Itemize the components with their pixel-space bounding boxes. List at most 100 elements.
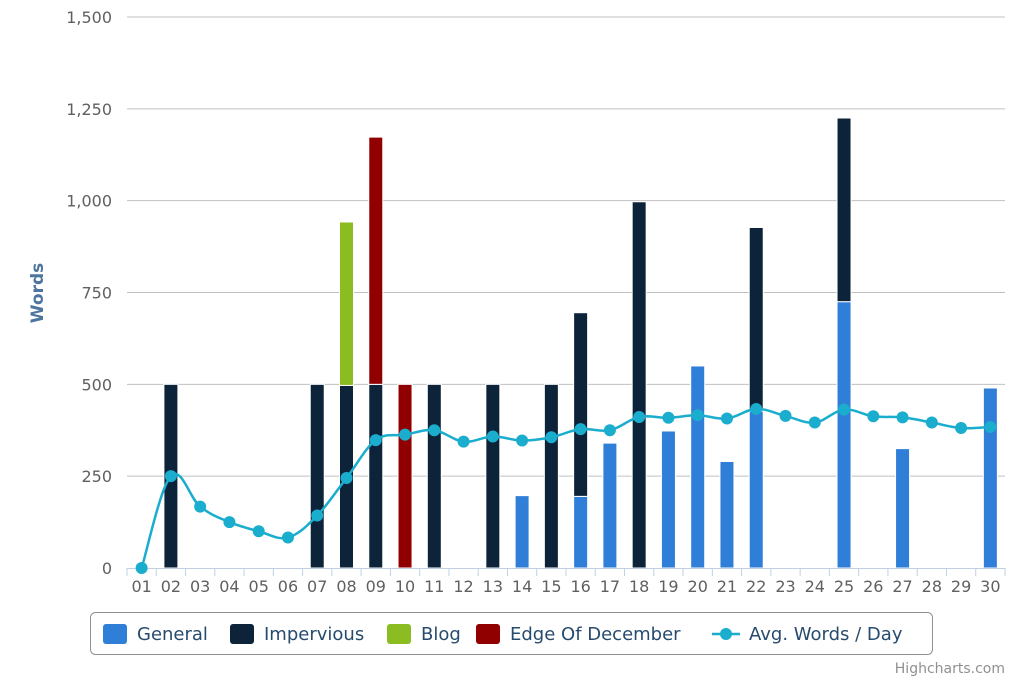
- x-tick-label: 24: [805, 577, 825, 596]
- bar-general-14[interactable]: [514, 495, 530, 569]
- legend-swatch-blog: [387, 624, 411, 644]
- x-tick-label: 25: [834, 577, 854, 596]
- x-tick-label: 29: [951, 577, 971, 596]
- x-tick-label: 06: [278, 577, 298, 596]
- avg-point-29[interactable]: [955, 422, 968, 435]
- x-tick-label: 04: [219, 577, 239, 596]
- y-grid: [127, 16, 1005, 477]
- legend-item-impervious[interactable]: Impervious: [264, 624, 364, 645]
- avg-point-08[interactable]: [340, 472, 353, 485]
- avg-point-26[interactable]: [867, 410, 880, 423]
- y-axis-ticks: 0 250 500 750 1,000 1,250 1,500: [66, 8, 112, 578]
- avg-point-19[interactable]: [662, 411, 675, 424]
- avg-point-12[interactable]: [457, 435, 470, 448]
- bar-impervious-25[interactable]: [836, 117, 852, 303]
- y-tick-label: 500: [81, 375, 112, 394]
- bar-impervious-13[interactable]: [485, 383, 501, 569]
- avg-point-18[interactable]: [633, 411, 646, 424]
- avg-point-22[interactable]: [750, 402, 763, 415]
- bar-general-19[interactable]: [660, 430, 676, 569]
- x-tick-label: 07: [307, 577, 327, 596]
- avg-point-06[interactable]: [281, 531, 294, 544]
- bar-general-22[interactable]: [748, 410, 764, 569]
- avg-point-24[interactable]: [808, 416, 821, 429]
- bar-impervious-11[interactable]: [426, 383, 442, 569]
- avg-point-04[interactable]: [223, 516, 236, 529]
- x-tick-label: 02: [161, 577, 181, 596]
- avg-point-21[interactable]: [720, 412, 733, 425]
- bar-impervious-16[interactable]: [573, 312, 589, 497]
- avg-point-17[interactable]: [603, 424, 616, 437]
- avg-point-01[interactable]: [135, 562, 148, 574]
- legend: General Impervious Blog Edge Of December Avg…: [90, 612, 933, 655]
- y-axis-title: Words: [28, 263, 48, 324]
- avg-point-30[interactable]: [984, 420, 997, 433]
- x-tick-label: 17: [600, 577, 620, 596]
- credits[interactable]: Highcharts.com: [895, 661, 1005, 677]
- bar-general-25[interactable]: [836, 301, 852, 569]
- bar-impervious-22[interactable]: [748, 226, 764, 412]
- x-tick-label: 30: [980, 577, 1000, 596]
- legend-marker: [720, 628, 732, 640]
- x-tick-label: 28: [922, 577, 942, 596]
- x-tick-label: 11: [424, 577, 444, 596]
- x-tick-label: 09: [366, 577, 386, 596]
- x-tick-label: 22: [746, 577, 766, 596]
- bar-impervious-09[interactable]: [368, 383, 384, 569]
- avg-point-09[interactable]: [369, 434, 382, 447]
- bars: [163, 117, 998, 569]
- x-tick-label: 05: [249, 577, 269, 596]
- avg-point-16[interactable]: [574, 423, 587, 436]
- bar-general-20[interactable]: [690, 365, 706, 569]
- avg-point-15[interactable]: [545, 431, 558, 444]
- bar-general-30[interactable]: [982, 387, 998, 569]
- avg-line-path: [140, 407, 991, 569]
- avg-point-13[interactable]: [486, 430, 499, 443]
- bar-impervious-07[interactable]: [309, 383, 325, 569]
- avg-point-07[interactable]: [311, 509, 324, 522]
- x-axis: 01 02 03 04 05 06 07 08 09 10 11 12 13 14 15 16 17 18 19 20…: [126, 568, 1006, 596]
- avg-point-02[interactable]: [164, 470, 177, 483]
- legend-item-avg-words-day[interactable]: Avg. Words / Day: [749, 624, 903, 645]
- bar-general-16[interactable]: [573, 495, 589, 569]
- legend-item-edge-of-december[interactable]: Edge Of December: [510, 624, 681, 645]
- avg-point-23[interactable]: [779, 409, 792, 422]
- avg-point-27[interactable]: [896, 411, 909, 424]
- avg-point-20[interactable]: [691, 409, 704, 422]
- x-tick-label: 23: [775, 577, 795, 596]
- y-tick-label: 250: [81, 467, 112, 486]
- legend-swatch-impervious: [230, 624, 254, 644]
- legend-item-general[interactable]: General: [137, 624, 208, 645]
- x-tick-label: 21: [717, 577, 737, 596]
- x-tick-label: 27: [892, 577, 912, 596]
- x-tick-label: 15: [541, 577, 561, 596]
- bar-blog-08[interactable]: [339, 221, 354, 386]
- x-tick-label: 03: [190, 577, 210, 596]
- avg-point-28[interactable]: [925, 416, 938, 429]
- avg-point-11[interactable]: [428, 424, 441, 437]
- avg-point-10[interactable]: [399, 428, 412, 441]
- y-tick-label: 0: [102, 559, 112, 578]
- avg-point-05[interactable]: [252, 525, 265, 538]
- bar-general-27[interactable]: [895, 448, 911, 569]
- x-tick-label: 16: [570, 577, 590, 596]
- avg-point-25[interactable]: [838, 403, 851, 416]
- avg-point-14[interactable]: [516, 434, 529, 447]
- bar-impervious-18[interactable]: [631, 201, 647, 569]
- legend-swatch-edge-of-december: [476, 624, 500, 644]
- bar-edge-of-december-10[interactable]: [397, 383, 413, 569]
- x-tick-label: 20: [688, 577, 708, 596]
- x-tick-label: 26: [863, 577, 883, 596]
- legend-item-blog[interactable]: Blog: [421, 624, 461, 645]
- x-tick-label: 01: [131, 577, 151, 596]
- y-tick-label: 1,500: [66, 8, 112, 27]
- bar-edge-of-december-09[interactable]: [368, 136, 384, 385]
- x-tick-label: 13: [483, 577, 503, 596]
- bar-general-21[interactable]: [719, 460, 735, 569]
- avg-point-03[interactable]: [194, 500, 207, 513]
- bar-general-17[interactable]: [602, 442, 618, 569]
- x-tick-label: 14: [512, 577, 532, 596]
- x-tick-label: 18: [629, 577, 649, 596]
- bar-impervious-15[interactable]: [543, 383, 559, 569]
